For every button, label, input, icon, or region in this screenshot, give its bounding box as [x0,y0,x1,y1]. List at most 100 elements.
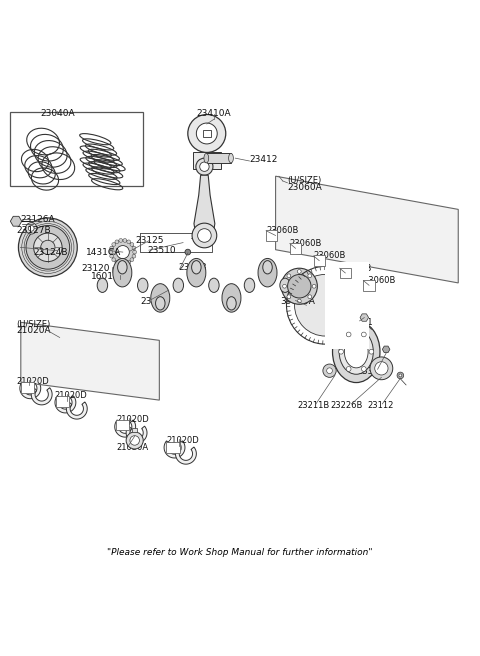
Polygon shape [24,327,43,342]
Circle shape [283,284,287,288]
Circle shape [34,233,62,262]
Circle shape [115,260,119,264]
Circle shape [110,255,114,258]
Circle shape [116,245,129,258]
Ellipse shape [244,278,255,293]
Polygon shape [61,344,81,359]
Bar [167,442,180,453]
Text: 23060B: 23060B [266,226,299,236]
Circle shape [109,250,113,254]
Text: 23126A: 23126A [21,215,55,224]
Ellipse shape [151,283,170,312]
Text: (U/SIZE): (U/SIZE) [16,319,50,329]
Circle shape [298,299,301,303]
Ellipse shape [118,260,127,274]
Bar [56,396,69,407]
Circle shape [346,332,351,337]
Circle shape [25,222,37,234]
Polygon shape [358,220,377,235]
Circle shape [308,295,312,298]
Text: 23060B: 23060B [313,251,346,260]
Bar [10,112,143,186]
Polygon shape [320,201,339,216]
Text: 21020D: 21020D [117,415,149,424]
Circle shape [312,284,316,288]
Text: 23124B: 23124B [34,247,68,256]
Polygon shape [333,215,352,230]
Text: 23112: 23112 [367,401,394,410]
Polygon shape [73,357,93,372]
Circle shape [26,226,70,269]
Text: 23211B: 23211B [297,401,329,410]
Text: (U/SIZE): (U/SIZE) [288,176,322,186]
Text: 23120: 23120 [81,264,109,273]
Polygon shape [60,367,79,382]
Bar [116,420,129,430]
Ellipse shape [113,258,132,287]
Ellipse shape [187,258,206,287]
Circle shape [375,361,388,375]
Bar [206,154,231,163]
Text: 23412: 23412 [250,155,278,164]
Polygon shape [31,388,52,405]
Bar [193,152,220,169]
Circle shape [18,218,77,277]
Circle shape [112,243,116,247]
Circle shape [295,274,356,336]
Polygon shape [308,210,327,225]
Circle shape [110,246,114,250]
Polygon shape [344,206,363,221]
Circle shape [115,240,119,244]
Text: 1431CA: 1431CA [86,247,121,256]
Circle shape [123,239,127,242]
Polygon shape [282,182,301,197]
Circle shape [196,123,217,144]
Circle shape [130,258,134,262]
Polygon shape [276,176,458,283]
Circle shape [200,162,209,171]
Polygon shape [306,187,325,202]
Text: 21020D: 21020D [54,392,87,400]
Text: 39190A: 39190A [280,297,315,306]
Circle shape [346,367,351,371]
Circle shape [196,158,213,175]
Text: 23510: 23510 [147,246,176,255]
Ellipse shape [137,278,148,293]
Bar [340,268,351,278]
Polygon shape [346,229,365,243]
Circle shape [127,260,131,264]
Circle shape [126,432,143,449]
Ellipse shape [228,154,233,163]
Text: 23410A: 23410A [197,109,231,118]
Polygon shape [75,334,94,349]
Text: 21020D: 21020D [167,436,199,445]
Polygon shape [48,354,67,369]
Ellipse shape [339,329,373,375]
Text: 23127B: 23127B [16,226,51,235]
Circle shape [198,229,211,242]
Ellipse shape [263,260,272,274]
Circle shape [288,274,311,298]
Text: 21030A: 21030A [117,443,149,452]
Circle shape [192,223,217,248]
Polygon shape [194,175,215,236]
Bar [313,255,325,266]
Ellipse shape [222,283,241,312]
Bar [266,230,277,241]
Text: 23125: 23125 [136,236,164,245]
Polygon shape [126,426,147,443]
Circle shape [376,364,390,377]
Bar [363,280,375,291]
Circle shape [188,115,226,152]
Bar [21,382,34,392]
Ellipse shape [97,278,108,293]
Circle shape [323,364,336,377]
Polygon shape [176,447,196,464]
Circle shape [133,250,137,254]
Circle shape [349,307,363,320]
Circle shape [185,249,191,255]
Ellipse shape [344,336,368,368]
Circle shape [380,368,386,373]
Polygon shape [331,192,350,207]
Polygon shape [49,331,68,346]
